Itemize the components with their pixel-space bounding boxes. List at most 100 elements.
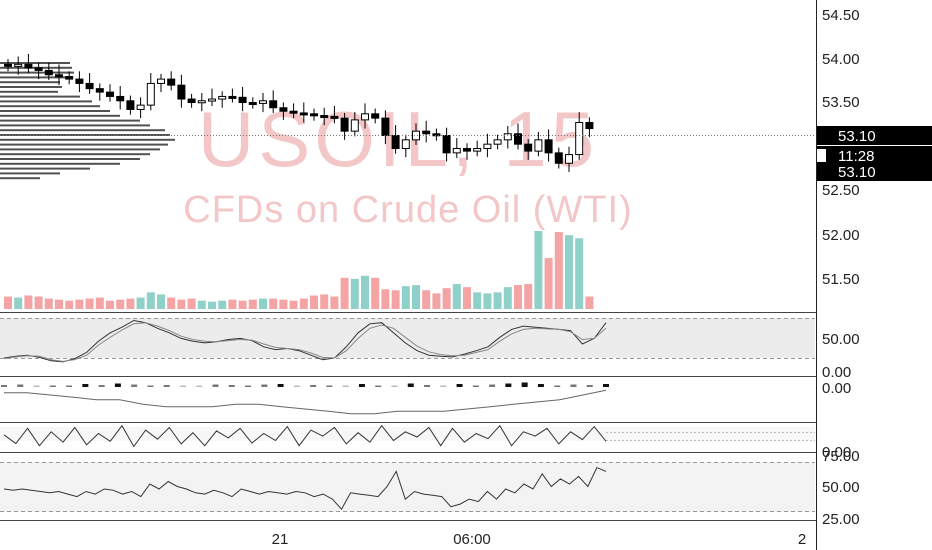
volume-profile-row bbox=[0, 148, 160, 151]
oscillator-bar bbox=[179, 385, 186, 387]
indicator-axis-labels: 50.00 0.00 0.00 0.00 75.00 50.00 25.00 bbox=[822, 331, 860, 528]
candle-body bbox=[65, 75, 74, 80]
oscillator-bar bbox=[554, 385, 561, 387]
price-tick: 54.00 bbox=[822, 51, 860, 68]
volume-bar bbox=[320, 294, 329, 309]
countdown-badge bbox=[817, 146, 932, 165]
volume-bar bbox=[350, 278, 359, 309]
stochastic-tick: 50.00 bbox=[822, 331, 860, 348]
candle-body bbox=[55, 74, 63, 78]
candle-body bbox=[412, 130, 420, 141]
candle-body bbox=[44, 69, 53, 76]
volume-profile-row bbox=[0, 129, 165, 132]
rsi-tick: 50.00 bbox=[822, 479, 860, 496]
volume-bar bbox=[381, 289, 390, 309]
oscillator-bar bbox=[196, 385, 203, 387]
oscillator-tick: 0.00 bbox=[822, 380, 851, 397]
volume-profile-row bbox=[0, 119, 140, 122]
candle-body bbox=[136, 104, 145, 110]
oscillator-bar bbox=[537, 384, 544, 387]
candle-body bbox=[279, 107, 288, 112]
volume-bar bbox=[269, 298, 278, 309]
volume-bar bbox=[554, 232, 563, 309]
oscillator-bar bbox=[147, 385, 154, 387]
candle-body bbox=[473, 148, 482, 152]
oscillator-bar bbox=[277, 384, 284, 387]
volume-bar bbox=[565, 235, 573, 309]
candle-body bbox=[340, 117, 349, 132]
volume-bar bbox=[248, 299, 257, 309]
stochastic-lines bbox=[3, 319, 607, 363]
volume-bar bbox=[289, 300, 298, 309]
candle-body bbox=[4, 63, 12, 67]
oscillator-bar bbox=[521, 382, 528, 387]
volume-bar bbox=[187, 298, 196, 309]
volume-profile-row bbox=[0, 158, 140, 160]
watermark-description: CFDs on Crude Oil (WTI) bbox=[183, 189, 632, 231]
candle-body bbox=[310, 113, 318, 117]
volume-bar bbox=[24, 295, 33, 309]
current-price-badge bbox=[817, 126, 932, 145]
stochastic-pane-band bbox=[0, 318, 815, 358]
candle-body bbox=[126, 100, 135, 110]
volume-bar bbox=[55, 299, 63, 309]
volume-bar bbox=[493, 292, 502, 309]
volume-profile-row bbox=[0, 124, 150, 127]
oscillator-bar bbox=[163, 385, 170, 387]
volume-bar bbox=[14, 297, 23, 309]
momentum-tick: 0.00 bbox=[822, 444, 851, 461]
candle-body bbox=[157, 78, 165, 84]
oscillator-bar bbox=[261, 384, 268, 387]
volume-bar bbox=[452, 284, 461, 309]
volume-bar bbox=[167, 297, 176, 309]
volume-bar bbox=[330, 296, 339, 309]
volume-bar bbox=[106, 300, 114, 309]
volume-bar bbox=[432, 293, 441, 309]
candle-body bbox=[85, 82, 94, 90]
oscillator-bar bbox=[570, 384, 577, 387]
volume-bar bbox=[197, 300, 206, 309]
candle-body bbox=[106, 91, 114, 97]
oscillator-bar bbox=[375, 385, 382, 387]
volume-profile-row bbox=[0, 167, 90, 170]
oscillator-histogram bbox=[1, 382, 609, 415]
momentum-pane-band bbox=[0, 427, 815, 441]
price-tick: 54.50 bbox=[822, 7, 860, 24]
oscillator-bar bbox=[603, 384, 609, 387]
candle-body bbox=[238, 96, 247, 104]
volume-profile-row bbox=[0, 71, 74, 74]
candle-body bbox=[432, 133, 441, 137]
oscillator-bar bbox=[17, 384, 24, 387]
rsi-line bbox=[3, 466, 607, 511]
candle-body bbox=[197, 100, 206, 104]
candle-body bbox=[463, 148, 471, 152]
stochastic-d-line bbox=[3, 322, 607, 362]
volume-profile-row bbox=[0, 105, 100, 108]
price-tick: 52.50 bbox=[822, 182, 860, 199]
volume-bar bbox=[401, 286, 410, 309]
volume-bar bbox=[157, 294, 165, 309]
volume-bar bbox=[95, 297, 104, 309]
volume-bar bbox=[146, 292, 155, 309]
oscillator-bar bbox=[66, 385, 73, 387]
momentum-line-path bbox=[3, 424, 607, 448]
candle-body bbox=[544, 139, 553, 154]
volume-profile-row bbox=[0, 95, 80, 98]
volume-bar bbox=[391, 290, 400, 309]
volume-profile-row bbox=[0, 86, 62, 88]
time-tick: 2 bbox=[798, 531, 806, 548]
oscillator-bar bbox=[82, 384, 89, 387]
time-tick: 21 bbox=[272, 531, 289, 548]
volume-bar bbox=[463, 287, 471, 309]
rsi-tick: 75.00 bbox=[822, 448, 860, 465]
candle-body bbox=[422, 130, 431, 135]
candle-body bbox=[483, 143, 492, 150]
countdown-badge-text: 11:28 bbox=[838, 148, 874, 165]
volume-bar bbox=[422, 290, 431, 309]
volume-bar bbox=[126, 298, 135, 309]
candle-body bbox=[514, 133, 522, 145]
volume-bar bbox=[259, 298, 267, 309]
volume-bar bbox=[238, 300, 247, 309]
rsi-pane-band bbox=[0, 462, 815, 512]
